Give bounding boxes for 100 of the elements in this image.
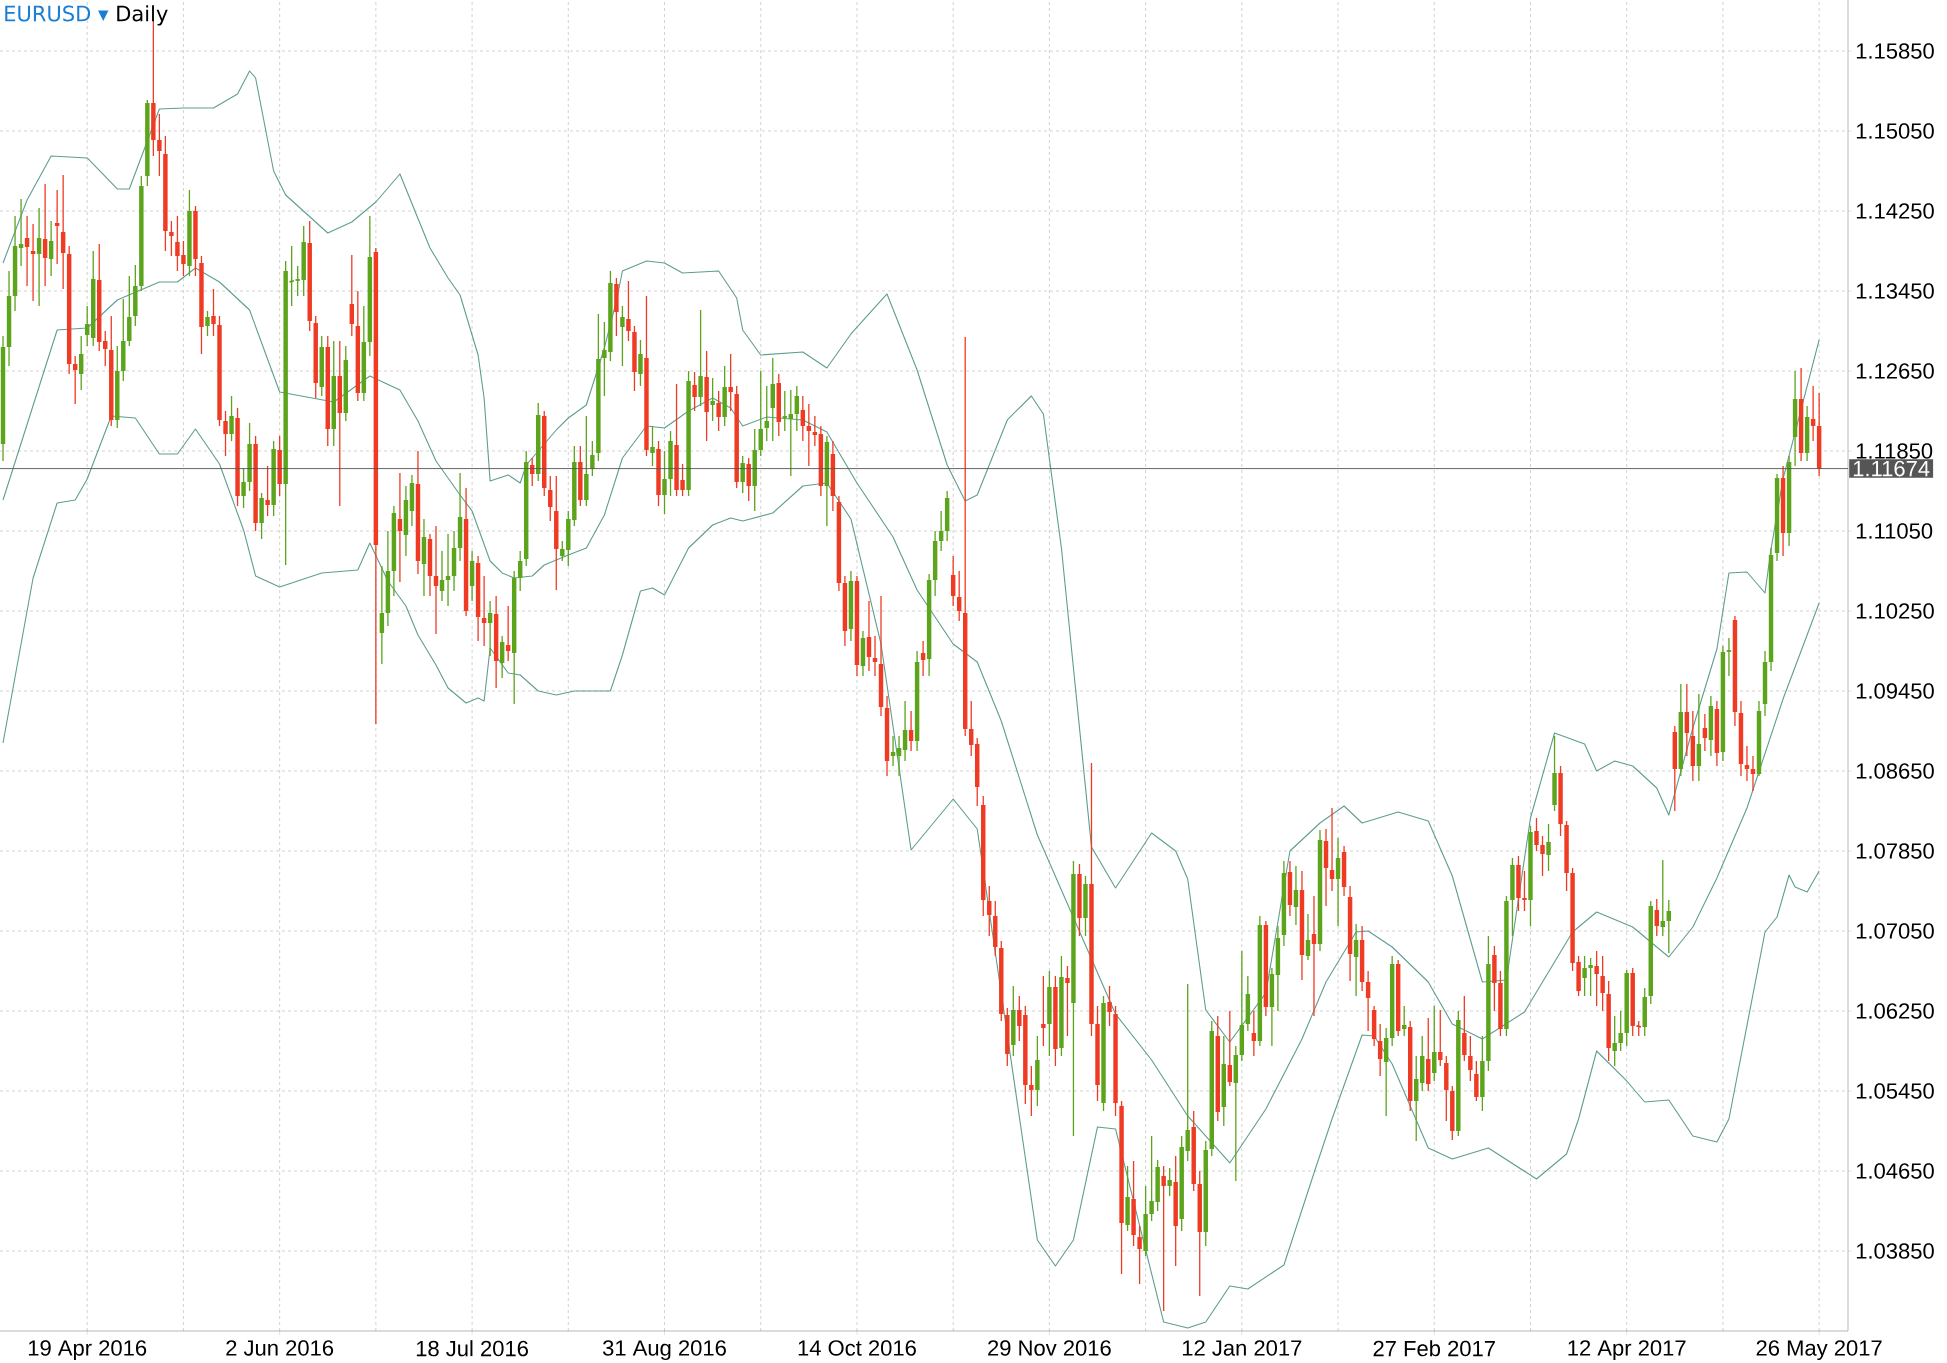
chart-subtitle: Daily bbox=[117, 5, 168, 26]
candlestick bbox=[1137, 1225, 1142, 1285]
candlestick bbox=[1750, 755, 1756, 792]
y-tick-label: 1.04650 bbox=[1856, 1163, 1934, 1179]
candlestick bbox=[794, 385, 800, 432]
candlestick bbox=[1600, 955, 1605, 1012]
candlestick bbox=[806, 403, 812, 467]
candlestick bbox=[1167, 1167, 1172, 1197]
candlestick bbox=[241, 467, 246, 509]
candlestick bbox=[902, 700, 908, 762]
x-tick-label: 14 Oct 2016 bbox=[798, 1340, 916, 1356]
candlestick bbox=[127, 275, 132, 347]
candlestick bbox=[620, 305, 625, 367]
candlestick bbox=[908, 710, 914, 752]
candlestick bbox=[1594, 950, 1599, 1007]
candlestick bbox=[764, 385, 769, 442]
y-tick-label: 1.05450 bbox=[1856, 1083, 1934, 1099]
line-series bbox=[2, 267, 1820, 1164]
candlestick bbox=[1618, 1010, 1623, 1052]
candlestick bbox=[1329, 807, 1335, 892]
candlestick bbox=[84, 305, 90, 347]
candlestick bbox=[1065, 965, 1070, 1037]
ref-line-label: 1.11674 bbox=[1853, 460, 1930, 477]
candlestick bbox=[746, 457, 751, 502]
candlestick bbox=[662, 450, 667, 515]
candlestick bbox=[1612, 1015, 1617, 1067]
x-tick-label: 31 Aug 2016 bbox=[602, 1340, 726, 1361]
y-tick-label: 1.09450 bbox=[1856, 683, 1934, 699]
candlestick bbox=[1377, 1023, 1383, 1077]
candlestick bbox=[439, 550, 445, 602]
candlestick bbox=[169, 220, 174, 257]
candlestick bbox=[1684, 683, 1690, 757]
candlestick bbox=[920, 640, 926, 677]
candlestick bbox=[481, 575, 487, 647]
candlestick bbox=[1438, 1009, 1443, 1067]
candlestick bbox=[800, 395, 806, 442]
candlestick bbox=[866, 600, 872, 672]
y-tick-label: 1.13450 bbox=[1856, 283, 1934, 299]
candlestick bbox=[1654, 898, 1659, 937]
candlestick bbox=[716, 390, 721, 432]
candlestick bbox=[1666, 899, 1672, 954]
candlestick bbox=[30, 223, 36, 302]
candlestick bbox=[758, 370, 763, 457]
y-tick-label: 1.07850 bbox=[1856, 843, 1934, 859]
candlestick bbox=[740, 455, 745, 494]
candlestick bbox=[1107, 985, 1112, 1027]
candlestick bbox=[710, 377, 715, 422]
candlestick bbox=[1474, 1060, 1479, 1102]
candlestick bbox=[956, 570, 962, 622]
candlestick bbox=[692, 371, 697, 412]
x-tick-label: 12 Jan 2017 bbox=[1182, 1340, 1302, 1356]
candlestick bbox=[1588, 957, 1593, 997]
candlestick bbox=[24, 215, 30, 287]
candlestick bbox=[1029, 1065, 1034, 1117]
candlestick bbox=[379, 565, 385, 665]
candlestick bbox=[487, 600, 493, 657]
x-tick-label: 2 Jun 2016 bbox=[226, 1340, 334, 1356]
candlestick bbox=[1041, 975, 1046, 1047]
candlestick bbox=[1414, 1055, 1419, 1142]
candlestick bbox=[349, 254, 355, 337]
x-tick-label: 12 Apr 2017 bbox=[1568, 1340, 1686, 1361]
x-tick-label: 18 Jul 2016 bbox=[416, 1340, 528, 1357]
x-tick-label: 26 May 2017 bbox=[1756, 1340, 1882, 1361]
candlestick bbox=[205, 310, 210, 337]
candlestick bbox=[397, 472, 403, 583]
y-tick-label: 1.11850 bbox=[1856, 443, 1933, 459]
candlestick bbox=[1365, 970, 1371, 1032]
candlestick bbox=[1383, 1027, 1389, 1117]
candlestick bbox=[157, 113, 162, 177]
y-tick-label: 1.06250 bbox=[1856, 1003, 1934, 1019]
candlestick bbox=[1161, 1165, 1166, 1312]
y-tick-label: 1.03850 bbox=[1856, 1243, 1934, 1259]
candlestick bbox=[499, 635, 505, 679]
candlestick bbox=[265, 465, 270, 517]
candlestick bbox=[638, 339, 643, 387]
candlestick bbox=[211, 288, 216, 337]
line-series bbox=[2, 70, 1820, 1043]
candlestick bbox=[1540, 835, 1545, 877]
x-tick-label: 27 Feb 2017 bbox=[1373, 1340, 1495, 1357]
y-tick-label: 1.15050 bbox=[1856, 123, 1934, 139]
candlestick bbox=[626, 280, 631, 342]
candlestick bbox=[1462, 995, 1467, 1062]
candlestick bbox=[60, 174, 66, 290]
candlestick bbox=[1582, 955, 1587, 997]
candlestick bbox=[650, 425, 655, 467]
candlestick bbox=[812, 415, 818, 447]
candlestick bbox=[781, 390, 788, 432]
candlestick bbox=[1534, 817, 1539, 852]
y-tick-label: 1.14250 bbox=[1856, 203, 1934, 219]
candlestick bbox=[1335, 837, 1341, 927]
y-tick-label: 1.07050 bbox=[1856, 923, 1934, 939]
y-tick-label: 1.12650 bbox=[1856, 363, 1934, 379]
candlestick bbox=[950, 555, 956, 607]
candlestick bbox=[788, 389, 794, 477]
candlestick bbox=[698, 309, 703, 407]
candlestick bbox=[728, 353, 733, 412]
candlestick bbox=[770, 357, 775, 442]
candlestick bbox=[987, 885, 992, 937]
y-tick-label: 1.08650 bbox=[1856, 763, 1934, 779]
x-tick-label: 29 Nov 2016 bbox=[988, 1340, 1111, 1356]
